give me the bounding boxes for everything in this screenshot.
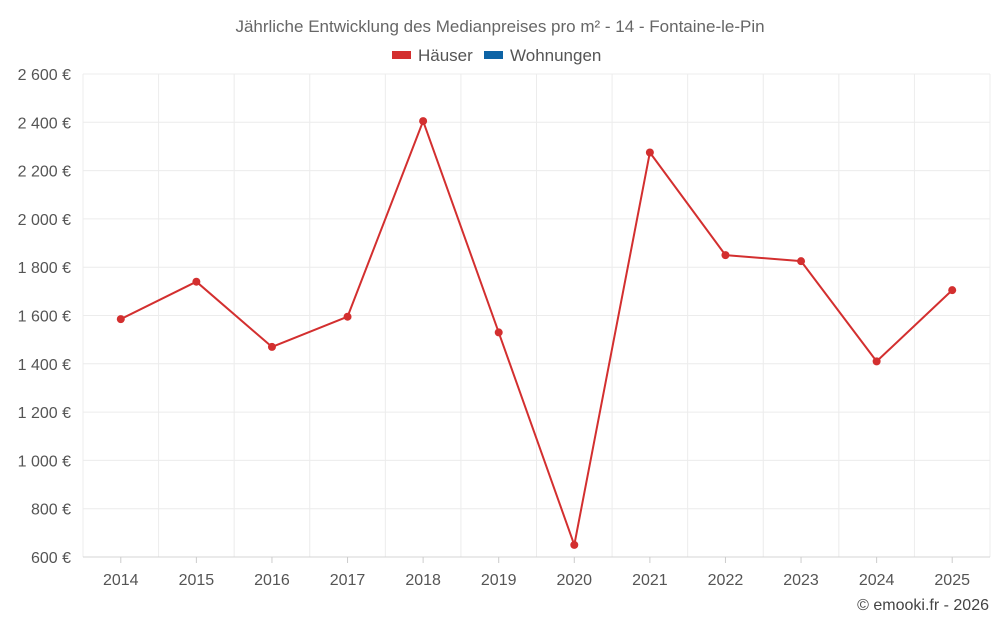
x-tick-label: 2019 — [481, 572, 517, 589]
data-point-haeuser-2020[interactable] — [570, 540, 579, 549]
y-tick-label: 2 600 € — [18, 67, 71, 84]
x-tick-label: 2016 — [254, 572, 290, 589]
y-tick-label: 2 400 € — [18, 115, 71, 132]
chart-title: Jährliche Entwicklung des Medianpreises … — [235, 17, 764, 36]
y-tick-label: 2 000 € — [18, 212, 71, 229]
data-point-haeuser-2018[interactable] — [419, 117, 428, 126]
data-point-haeuser-2022[interactable] — [721, 251, 730, 260]
legend-swatch-wohnungen — [484, 51, 503, 59]
y-axis-tick-labels: 600 € 800 € 1 000 € 1 200 € 1 400 € 1 600 € 1 … — [18, 67, 71, 567]
credit-text: © emooki.fr - 2026 — [857, 597, 989, 614]
data-point-haeuser-2014[interactable] — [116, 315, 125, 324]
legend-swatch-haeuser — [392, 51, 411, 59]
data-point-haeuser-2019[interactable] — [494, 328, 503, 337]
data-point-haeuser-2024[interactable] — [872, 357, 881, 366]
legend-label-wohnungen[interactable]: Wohnungen — [510, 46, 601, 65]
x-tick-label: 2020 — [556, 572, 592, 589]
legend: Häuser Wohnungen — [392, 46, 601, 65]
data-point-haeuser-2015[interactable] — [192, 277, 201, 286]
data-point-haeuser-2016[interactable] — [267, 342, 276, 351]
data-point-haeuser-2021[interactable] — [645, 148, 654, 157]
data-point-haeuser-2017[interactable] — [343, 312, 352, 321]
x-tick-label: 2017 — [330, 572, 366, 589]
x-tick-label: 2024 — [859, 572, 895, 589]
data-point-haeuser-2025[interactable] — [948, 286, 957, 295]
x-tick-label: 2025 — [934, 572, 970, 589]
y-tick-label: 1 400 € — [18, 357, 71, 374]
y-tick-label: 1 800 € — [18, 260, 71, 277]
x-tick-label: 2022 — [708, 572, 744, 589]
series-haeuser — [116, 117, 957, 549]
x-tick-label: 2014 — [103, 572, 139, 589]
y-tick-label: 800 € — [31, 502, 71, 519]
series-line-haeuser — [120, 120, 953, 546]
data-point-haeuser-2023[interactable] — [797, 257, 806, 266]
y-tick-label: 1 600 € — [18, 309, 71, 326]
y-tick-label: 600 € — [31, 550, 71, 567]
y-tick-label: 1 000 € — [18, 453, 71, 470]
y-tick-label: 1 200 € — [18, 405, 71, 422]
x-axis-tick-labels: 2014 2015 2016 2017 2018 2019 2020 2021 2022 2023… — [103, 557, 970, 589]
x-tick-label: 2015 — [179, 572, 215, 589]
x-tick-label: 2021 — [632, 572, 668, 589]
y-tick-label: 2 200 € — [18, 164, 71, 181]
x-tick-label: 2018 — [405, 572, 441, 589]
x-tick-label: 2023 — [783, 572, 819, 589]
legend-label-haeuser[interactable]: Häuser — [418, 46, 473, 65]
